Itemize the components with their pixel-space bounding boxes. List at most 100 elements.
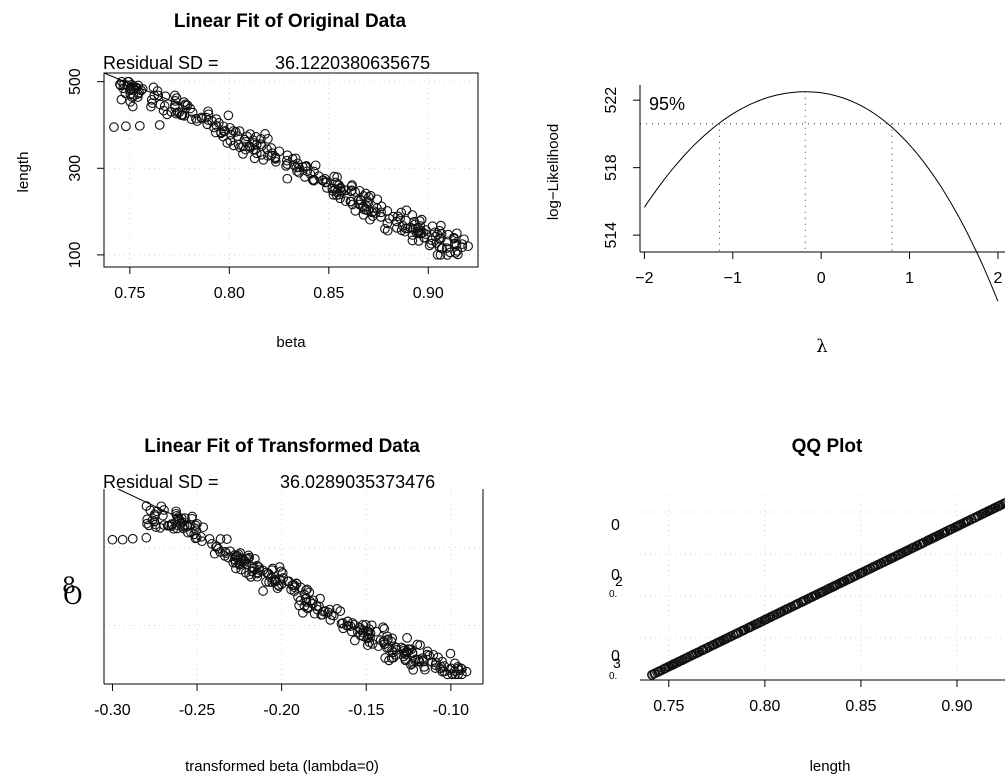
data-point (151, 522, 161, 532)
data-point (171, 506, 181, 517)
y-axis: 100 300 500 (67, 68, 104, 268)
scatter-points (109, 76, 473, 260)
data-point (291, 162, 302, 173)
data-point (260, 129, 270, 139)
y-tick-label: 0. (609, 671, 617, 682)
data-point (310, 160, 321, 171)
fit-line (103, 72, 190, 109)
x-tick-label: −2 (635, 270, 653, 287)
data-point (420, 229, 431, 239)
data-point (192, 518, 202, 529)
data-point (342, 620, 352, 631)
data-point (196, 112, 207, 123)
data-point (291, 578, 302, 589)
data-point (186, 114, 197, 125)
data-point (228, 140, 239, 151)
data-point (363, 632, 374, 643)
data-point (387, 633, 398, 644)
data-point (400, 655, 411, 666)
data-point (225, 122, 235, 133)
data-point (437, 656, 448, 667)
data-point (408, 656, 418, 667)
data-point (222, 534, 232, 544)
data-point (235, 142, 245, 153)
data-point (173, 512, 184, 522)
y-tick-label: 300 (67, 155, 84, 182)
data-point (443, 229, 454, 240)
data-point (367, 207, 377, 218)
data-point (358, 625, 369, 636)
data-point (299, 172, 310, 182)
residual-sd-value: 36.1220380635675 (275, 53, 430, 73)
panel-boxcox-likelihood: 95% −2 −1 0 1 2 514 518 522 λ log−Likelihood (545, 85, 1005, 357)
data-point (120, 88, 131, 99)
data-point (154, 120, 165, 130)
data-point (372, 194, 383, 205)
data-point (267, 563, 278, 574)
chart-title: QQ Plot (792, 436, 863, 457)
data-point (384, 655, 394, 666)
data-point (350, 205, 361, 216)
data-point (451, 240, 462, 250)
x-axis: −2 −1 0 1 2 (635, 252, 1002, 287)
data-point (430, 227, 440, 238)
data-point (125, 96, 136, 107)
data-point (176, 110, 187, 121)
data-point (263, 150, 273, 161)
data-point (176, 519, 186, 529)
data-point (170, 90, 180, 101)
data-point (378, 622, 388, 633)
data-point (347, 180, 357, 190)
data-point (415, 228, 426, 239)
data-point (328, 610, 339, 621)
data-point (367, 639, 378, 649)
data-point (400, 649, 411, 660)
residual-sd-label: Residual SD = (103, 53, 219, 73)
plot-frame (103, 72, 479, 268)
data-point (247, 566, 257, 577)
data-point (424, 240, 435, 251)
confidence-lines (640, 91, 1005, 252)
y-tick-label: 0 (611, 648, 620, 665)
data-point (245, 129, 256, 139)
data-point (442, 669, 453, 680)
data-point (447, 669, 457, 679)
chart-title: Linear Fit of Original Data (174, 11, 407, 32)
x-axis: 0.75 0.80 0.85 0.90 (653, 680, 973, 715)
data-point (365, 214, 375, 225)
data-point (116, 94, 127, 105)
y-tick-glyph-2: O (63, 582, 83, 610)
x-tick-label: 0.75 (114, 285, 145, 302)
data-point (228, 126, 239, 136)
x-tick-label: 0.75 (653, 698, 684, 715)
panel-transformed-fit: Linear Fit of Transformed Data Residual … (62, 436, 484, 775)
x-tick-label: 0.90 (941, 698, 972, 715)
likelihood-curve (643, 91, 999, 302)
data-point (406, 644, 417, 655)
x-axis: -0.30 -0.25 -0.20 -0.15 -0.10 (94, 684, 469, 719)
y-tick-label: 0 (611, 517, 620, 534)
data-point (335, 606, 346, 616)
data-point (287, 154, 298, 164)
data-point (252, 560, 263, 571)
x-tick-label: 0.85 (313, 285, 344, 302)
data-point (407, 224, 418, 234)
data-point (341, 185, 351, 196)
data-point (221, 548, 232, 558)
scatter-points (647, 498, 1005, 680)
data-point (177, 517, 187, 527)
data-point (402, 633, 412, 643)
data-point (107, 534, 118, 545)
data-point (211, 114, 222, 124)
data-point (127, 101, 138, 112)
x-tick-label: 0.80 (749, 698, 780, 715)
data-point (376, 201, 387, 212)
data-point (457, 239, 468, 249)
x-axis-label: λ (816, 336, 827, 357)
data-point (277, 567, 288, 578)
x-axis-label: transformed beta (lambda=0) (185, 758, 379, 775)
data-point (346, 626, 357, 637)
data-point (410, 654, 421, 665)
data-point (382, 218, 393, 229)
y-tick-label: 0. (609, 589, 617, 600)
